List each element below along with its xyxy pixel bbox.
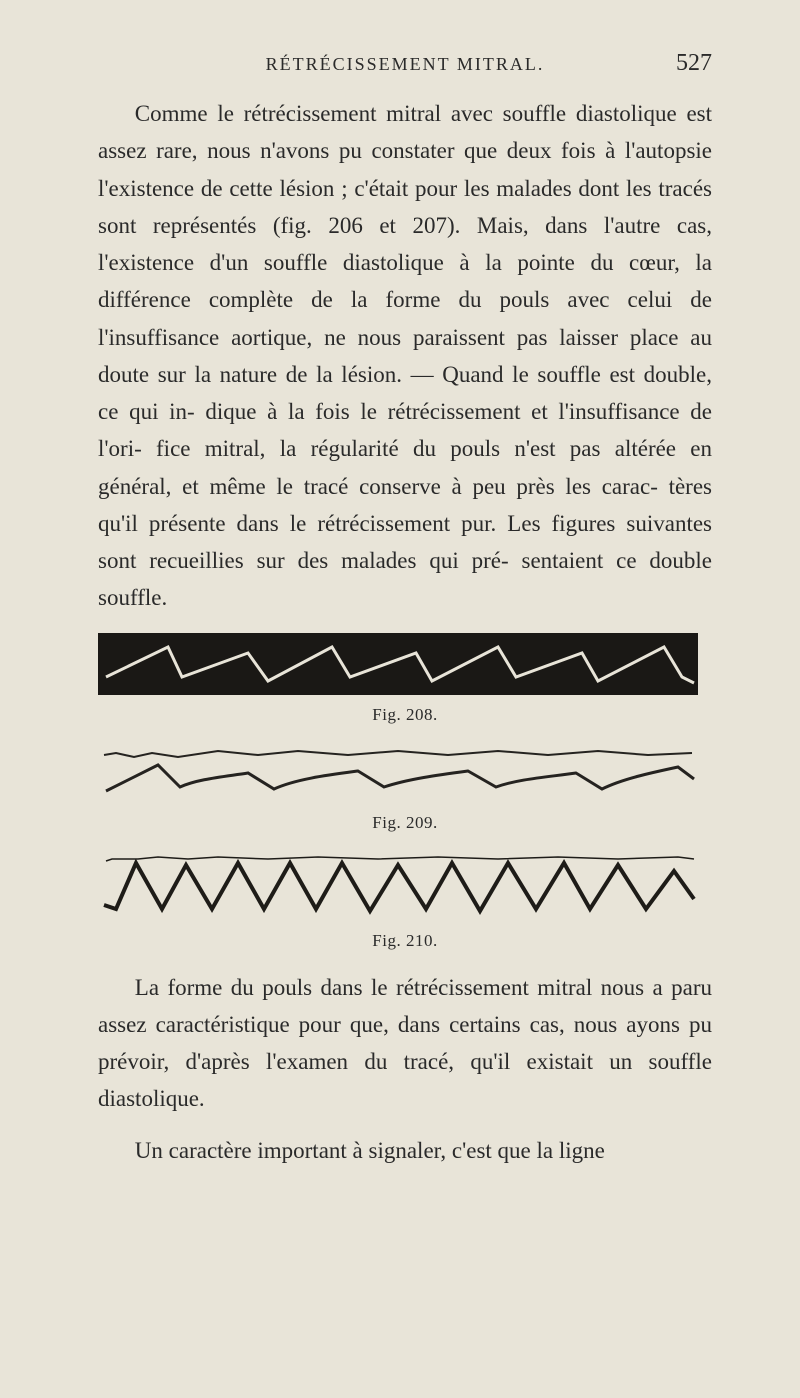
paragraph-2: La forme du pouls dans le rétrécissement… bbox=[98, 969, 712, 1118]
figure-210-caption: Fig. 210. bbox=[98, 931, 712, 951]
figure-208-caption: Fig. 208. bbox=[98, 705, 712, 725]
running-head: RÉTRÉCISSEMENT MITRAL. bbox=[158, 54, 652, 75]
paragraph-1: Comme le rétrécissement mitral avec souf… bbox=[98, 95, 712, 617]
figure-209 bbox=[98, 743, 712, 803]
figure-210 bbox=[98, 851, 712, 921]
page-header: RÉTRÉCISSEMENT MITRAL. 527 bbox=[98, 50, 712, 77]
figure-208-svg bbox=[98, 633, 698, 695]
paragraph-3: Un caractère important à signaler, c'est… bbox=[98, 1132, 712, 1169]
document-page: RÉTRÉCISSEMENT MITRAL. 527 Comme le rétr… bbox=[0, 0, 800, 1398]
figure-208 bbox=[98, 633, 712, 695]
figure-209-caption: Fig. 209. bbox=[98, 813, 712, 833]
figure-208-bg bbox=[98, 633, 698, 695]
figure-210-svg bbox=[98, 851, 698, 921]
figure-209-svg bbox=[98, 743, 698, 803]
page-number: 527 bbox=[652, 50, 712, 77]
